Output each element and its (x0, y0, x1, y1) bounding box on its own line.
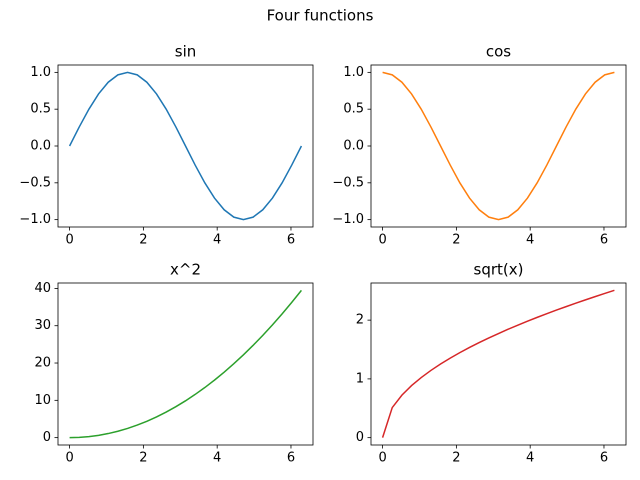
axes-title: sqrt(x) (474, 261, 524, 279)
y-tick-label: 20 (34, 356, 51, 371)
x-tick-label: 0 (378, 233, 386, 248)
figure-title: Four functions (267, 7, 374, 25)
x-tick-label: 0 (378, 451, 386, 466)
x-tick-label: 2 (139, 233, 147, 248)
axes-frame (370, 282, 627, 446)
line (381, 289, 615, 438)
y-tick-label: 0 (43, 430, 51, 445)
x-tick-label: 4 (526, 233, 534, 248)
x-tick-label: 6 (600, 451, 608, 466)
x-tick-label: 6 (287, 451, 295, 466)
line (382, 71, 615, 221)
line (69, 289, 302, 439)
x-tick-label: 4 (526, 451, 534, 466)
y-tick-label: 0.5 (343, 102, 364, 117)
x-tick-label: 2 (139, 451, 147, 466)
axes-title: sin (175, 43, 197, 61)
y-tick-label: 0.0 (30, 139, 51, 154)
x-tick-label: 4 (213, 233, 221, 248)
y-tick-label: 0.0 (343, 139, 364, 154)
x-tick-label: 0 (65, 233, 73, 248)
axes-title: x^2 (170, 261, 201, 279)
y-tick-label: 0.5 (30, 102, 51, 117)
axes-frame (57, 64, 314, 228)
x-tick-label: 4 (213, 451, 221, 466)
y-tick-label: −1.0 (19, 212, 51, 227)
axes-frame (57, 282, 314, 446)
y-tick-label: 10 (34, 393, 51, 408)
y-tick-label: 0 (356, 430, 364, 445)
y-tick-label: 1.0 (343, 65, 364, 80)
y-tick-label: 1.0 (30, 65, 51, 80)
y-tick-label: 40 (34, 281, 51, 296)
x-tick-label: 0 (65, 451, 73, 466)
y-tick-label: −0.5 (332, 175, 364, 190)
line (68, 71, 303, 221)
y-tick-label: 1 (356, 371, 364, 386)
axes-title: cos (486, 43, 511, 61)
y-tick-label: 30 (34, 318, 51, 333)
x-tick-label: 6 (287, 233, 295, 248)
x-tick-label: 2 (452, 451, 460, 466)
x-tick-label: 2 (452, 233, 460, 248)
y-tick-label: −0.5 (19, 175, 51, 190)
axes-frame (370, 64, 627, 228)
y-tick-label: −1.0 (332, 212, 364, 227)
y-tick-label: 2 (356, 313, 364, 328)
x-tick-label: 6 (600, 233, 608, 248)
